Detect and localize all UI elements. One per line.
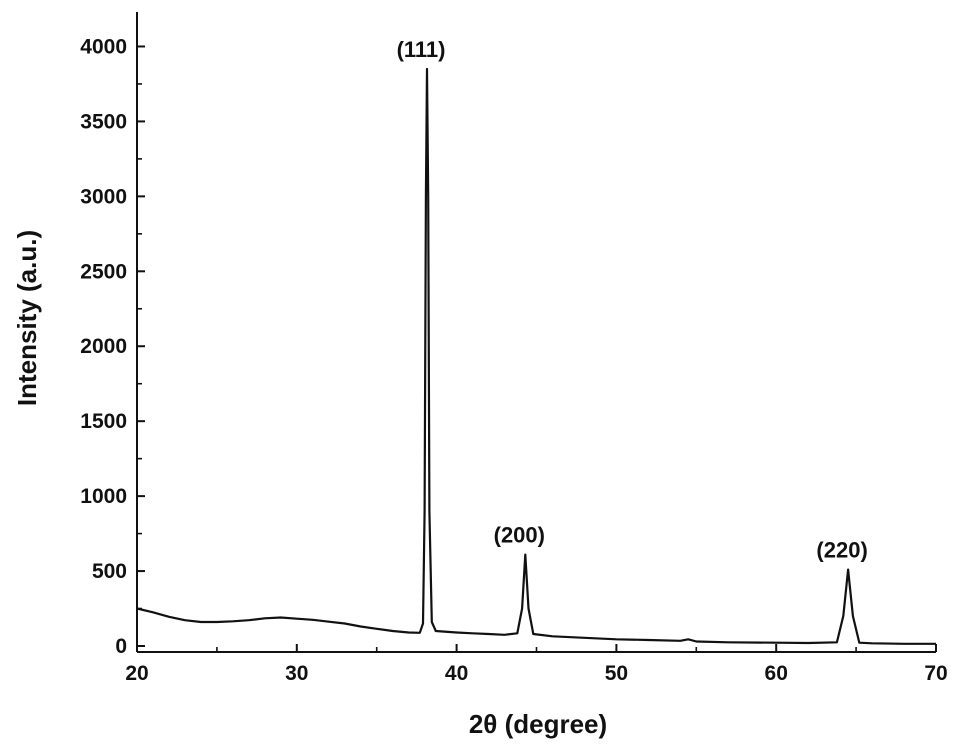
y-tick-label: 2500 <box>80 260 127 283</box>
y-tick-label: 2000 <box>80 335 127 358</box>
x-tick-label: 50 <box>605 662 628 685</box>
peak-annotations: (111) (200) (220) <box>397 37 868 563</box>
xrd-pattern-line <box>136 67 936 645</box>
x-tick-label: 40 <box>445 662 468 685</box>
x-axis-ticks: 20 30 40 50 60 70 <box>125 644 948 685</box>
y-tick-label: 3000 <box>80 185 127 208</box>
peak-label: (200) <box>494 523 545 548</box>
peak-label: (220) <box>816 538 867 563</box>
y-tick-label: 4000 <box>80 35 127 58</box>
x-tick-label: 60 <box>765 662 788 685</box>
y-axis-title: Intensity (a.u.) <box>12 230 42 406</box>
x-axis-title: 2θ (degree) <box>469 709 607 739</box>
y-tick-label: 3500 <box>80 110 127 133</box>
y-tick-label: 1000 <box>80 485 127 508</box>
peak-label: (111) <box>397 37 446 62</box>
y-tick-label: 1500 <box>80 410 127 433</box>
y-tick-label: 0 <box>115 635 127 658</box>
y-axis-ticks: 0 500 1000 1500 2000 2500 3000 3500 4000 <box>80 35 145 658</box>
x-tick-label: 20 <box>125 662 148 685</box>
y-tick-label: 500 <box>92 560 127 583</box>
x-tick-label: 30 <box>285 662 308 685</box>
x-tick-label: 70 <box>924 662 947 685</box>
